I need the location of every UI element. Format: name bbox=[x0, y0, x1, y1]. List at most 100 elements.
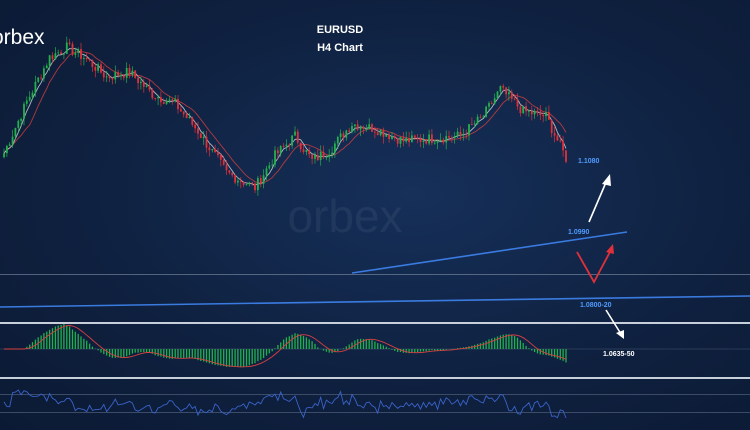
candle-body bbox=[257, 178, 259, 191]
candle-body bbox=[262, 175, 265, 184]
candle-body bbox=[157, 97, 159, 99]
candle-body bbox=[137, 77, 139, 84]
candle-body bbox=[285, 144, 288, 147]
candle-body bbox=[388, 134, 390, 139]
candle-body bbox=[356, 124, 359, 130]
candle-body bbox=[128, 68, 131, 75]
candle-body bbox=[459, 131, 462, 136]
candle-body bbox=[242, 181, 245, 185]
candle-body bbox=[180, 109, 182, 112]
candle-body bbox=[393, 136, 396, 139]
candle-body bbox=[142, 81, 145, 87]
candle-body bbox=[120, 75, 122, 77]
candle-body bbox=[319, 152, 322, 161]
candle-body bbox=[399, 136, 402, 144]
candle-body bbox=[214, 149, 216, 153]
support-label-1-0800-20: 1.0800-20 bbox=[580, 302, 612, 309]
candle-body bbox=[23, 103, 25, 119]
candle-body bbox=[208, 147, 211, 151]
candle-body bbox=[476, 116, 479, 124]
candle-body bbox=[45, 65, 48, 69]
candle-body bbox=[296, 131, 299, 143]
candle-body bbox=[536, 111, 539, 112]
candle-body bbox=[325, 157, 328, 159]
candle-body bbox=[562, 140, 564, 151]
candle-body bbox=[228, 170, 231, 173]
candle-body bbox=[151, 89, 154, 99]
candle-body bbox=[108, 76, 111, 79]
arrow-up-white bbox=[588, 179, 608, 223]
candle-body bbox=[471, 124, 473, 125]
candle-body bbox=[530, 110, 533, 115]
candle-body bbox=[328, 155, 331, 158]
candle-body bbox=[539, 111, 542, 115]
arrow-up-white-head bbox=[602, 174, 611, 186]
candle-body bbox=[202, 136, 205, 139]
candle-body bbox=[345, 130, 348, 138]
candle-body bbox=[225, 164, 228, 171]
candle-body bbox=[105, 76, 108, 78]
candle-body bbox=[525, 106, 527, 112]
candle-body bbox=[505, 87, 507, 95]
candle-body bbox=[351, 126, 353, 132]
candle-body bbox=[299, 142, 302, 150]
candle-body bbox=[431, 134, 433, 143]
candle-body bbox=[177, 99, 179, 110]
watermark-text: orbex bbox=[287, 190, 402, 242]
candle-body bbox=[37, 77, 40, 82]
candle-body bbox=[305, 150, 308, 152]
candle-body bbox=[482, 116, 485, 118]
candle-body bbox=[308, 150, 311, 155]
candle-body bbox=[265, 168, 268, 176]
candle-body bbox=[57, 52, 60, 54]
candle-body bbox=[294, 131, 296, 136]
candle-body bbox=[548, 112, 550, 120]
candle-body bbox=[111, 78, 114, 80]
candle-body bbox=[408, 138, 410, 143]
target-label-1-1080: 1.1080 bbox=[578, 158, 600, 165]
rising-support-trendline bbox=[351, 231, 628, 274]
candle-body bbox=[488, 103, 490, 107]
macd-signal-line bbox=[4, 325, 567, 368]
candle-body bbox=[354, 124, 356, 126]
candle-body bbox=[385, 134, 388, 137]
candle-body bbox=[396, 138, 399, 144]
candle-body bbox=[382, 129, 385, 137]
candle-body bbox=[248, 182, 251, 185]
candle-body bbox=[71, 43, 74, 55]
candle-body bbox=[34, 81, 37, 93]
rsi-upper-guide bbox=[0, 394, 750, 395]
candle-body bbox=[334, 143, 336, 153]
candle-body bbox=[322, 152, 325, 158]
candle-body bbox=[456, 131, 459, 136]
candle-body bbox=[376, 132, 379, 136]
candle-body bbox=[436, 141, 439, 143]
price-reference-line bbox=[0, 274, 750, 275]
candle-body bbox=[513, 98, 516, 100]
candle-body bbox=[499, 86, 502, 92]
candle-body bbox=[77, 49, 80, 53]
projection-arrows bbox=[576, 174, 624, 339]
candle-body bbox=[171, 99, 174, 102]
candle-body bbox=[288, 144, 291, 146]
candle-body bbox=[254, 183, 256, 191]
chart-title: EURUSD bbox=[317, 24, 364, 36]
candle-body bbox=[291, 135, 293, 146]
candle-body bbox=[493, 98, 496, 104]
candle-body bbox=[40, 77, 42, 79]
candle-body bbox=[316, 154, 319, 161]
candle-body bbox=[542, 115, 545, 117]
candle-body bbox=[102, 72, 105, 78]
candle-body bbox=[185, 114, 188, 119]
long-support-trendline bbox=[0, 295, 750, 308]
candle-body bbox=[88, 59, 91, 61]
candle-body bbox=[140, 81, 142, 84]
candle-body bbox=[448, 136, 450, 138]
candle-body bbox=[277, 150, 279, 154]
candle-body bbox=[237, 180, 239, 183]
candle-body bbox=[442, 139, 445, 143]
sma-red-line bbox=[3, 51, 567, 184]
candle-body bbox=[97, 64, 99, 71]
candle-body bbox=[416, 137, 419, 139]
